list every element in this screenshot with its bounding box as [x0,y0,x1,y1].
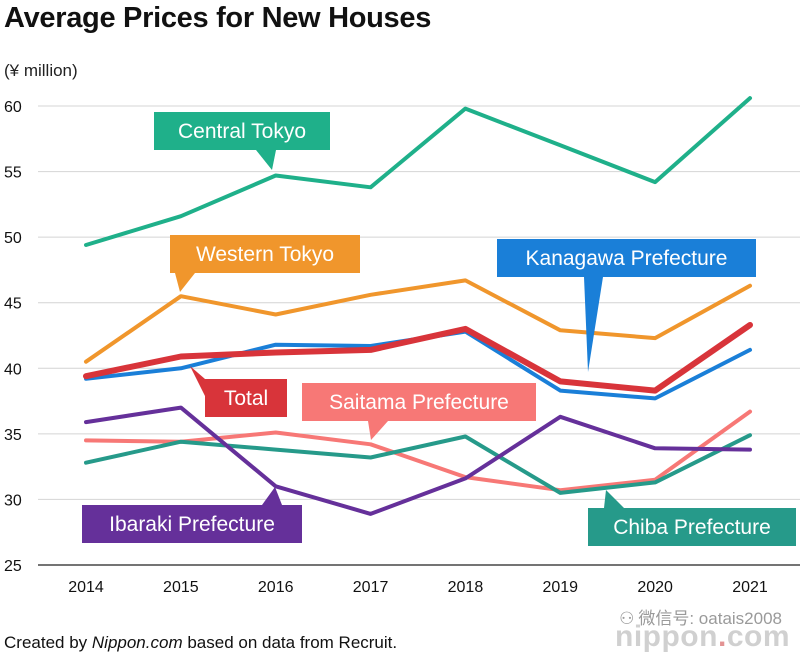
label-box [588,508,796,546]
x-tick-label: 2014 [68,579,104,596]
y-tick-label: 40 [4,361,22,378]
x-tick-label: 2021 [732,579,768,596]
label-text: Western Tokyo [196,243,334,266]
wechat-watermark: ⚇ 微信号: oatais2008 [619,604,782,629]
series-label-central-tokyo: Central Tokyo [154,112,330,170]
series-label-western-tokyo: Western Tokyo [170,235,360,292]
label-pointer [604,490,624,508]
x-tick-label: 2016 [258,579,294,596]
label-box [154,112,330,150]
x-tick-label: 2019 [542,579,578,596]
chart-title: Average Prices for New Houses [4,2,432,34]
series-line-saitama-prefecture [84,409,752,493]
line-chart: 25 30 35 40 45 50 55 60 2014 2015 2016 2017 2018 2019… [4,96,800,596]
credit-site: Nippon.com [91,633,183,652]
y-tick-label: 50 [4,230,22,247]
label-pointer [256,150,276,170]
series-line-chiba-prefecture [84,433,752,495]
series-label-total: Total [190,366,287,417]
label-box [497,239,756,277]
brand-main: nippon [615,620,718,653]
y-tick-label: 55 [4,165,22,182]
source-credit: Created by Nippon.com based on data from… [4,633,397,653]
series-line-central-tokyo [84,96,752,247]
series-line-total [83,322,753,394]
y-tick-label: 30 [4,492,22,509]
series-line-ibaraki-prefecture [84,405,752,516]
series-label-kanagawa-prefecture: Kanagawa Prefecture [497,239,756,372]
wechat-icon: ⚇ [619,609,635,628]
y-tick-label: 60 [4,99,22,116]
brand-watermark: nippon.com [615,620,790,654]
label-pointer [262,487,282,505]
brand-dot: . [717,620,727,653]
x-tick-label: 2017 [353,579,389,596]
series-label-ibaraki-prefecture: Ibaraki Prefecture [82,487,302,543]
label-text: Total [224,387,268,410]
label-pointer [175,273,195,292]
label-box [82,505,302,543]
x-tick-label: 2015 [163,579,199,596]
watermark-text: 微信号: oatais2008 [638,609,782,628]
credit-suffix: based on data from Recruit. [182,633,398,652]
label-text: Kanagawa Prefecture [526,247,728,270]
y-tick-label: 25 [4,558,22,575]
series-label-saitama-prefecture: Saitama Prefecture [302,383,536,440]
label-text: Saitama Prefecture [329,391,509,414]
label-box [302,383,536,421]
series-line-western-tokyo [84,278,752,364]
label-pointer [368,421,388,440]
label-pointer [190,366,205,396]
x-tick-label: 2018 [448,579,484,596]
label-box [205,379,287,417]
label-box [170,235,360,273]
label-text: Ibaraki Prefecture [109,513,275,536]
label-text: Chiba Prefecture [613,516,771,539]
y-tick-label: 35 [4,427,22,444]
x-tick-label: 2020 [637,579,673,596]
series-label-chiba-prefecture: Chiba Prefecture [588,490,796,546]
label-pointer [584,277,603,372]
y-axis-unit: (¥ million) [4,61,78,80]
credit-prefix: Created by [4,633,92,652]
label-text: Central Tokyo [178,120,306,143]
y-tick-label: 45 [4,296,22,313]
brand-tail: com [726,620,790,653]
